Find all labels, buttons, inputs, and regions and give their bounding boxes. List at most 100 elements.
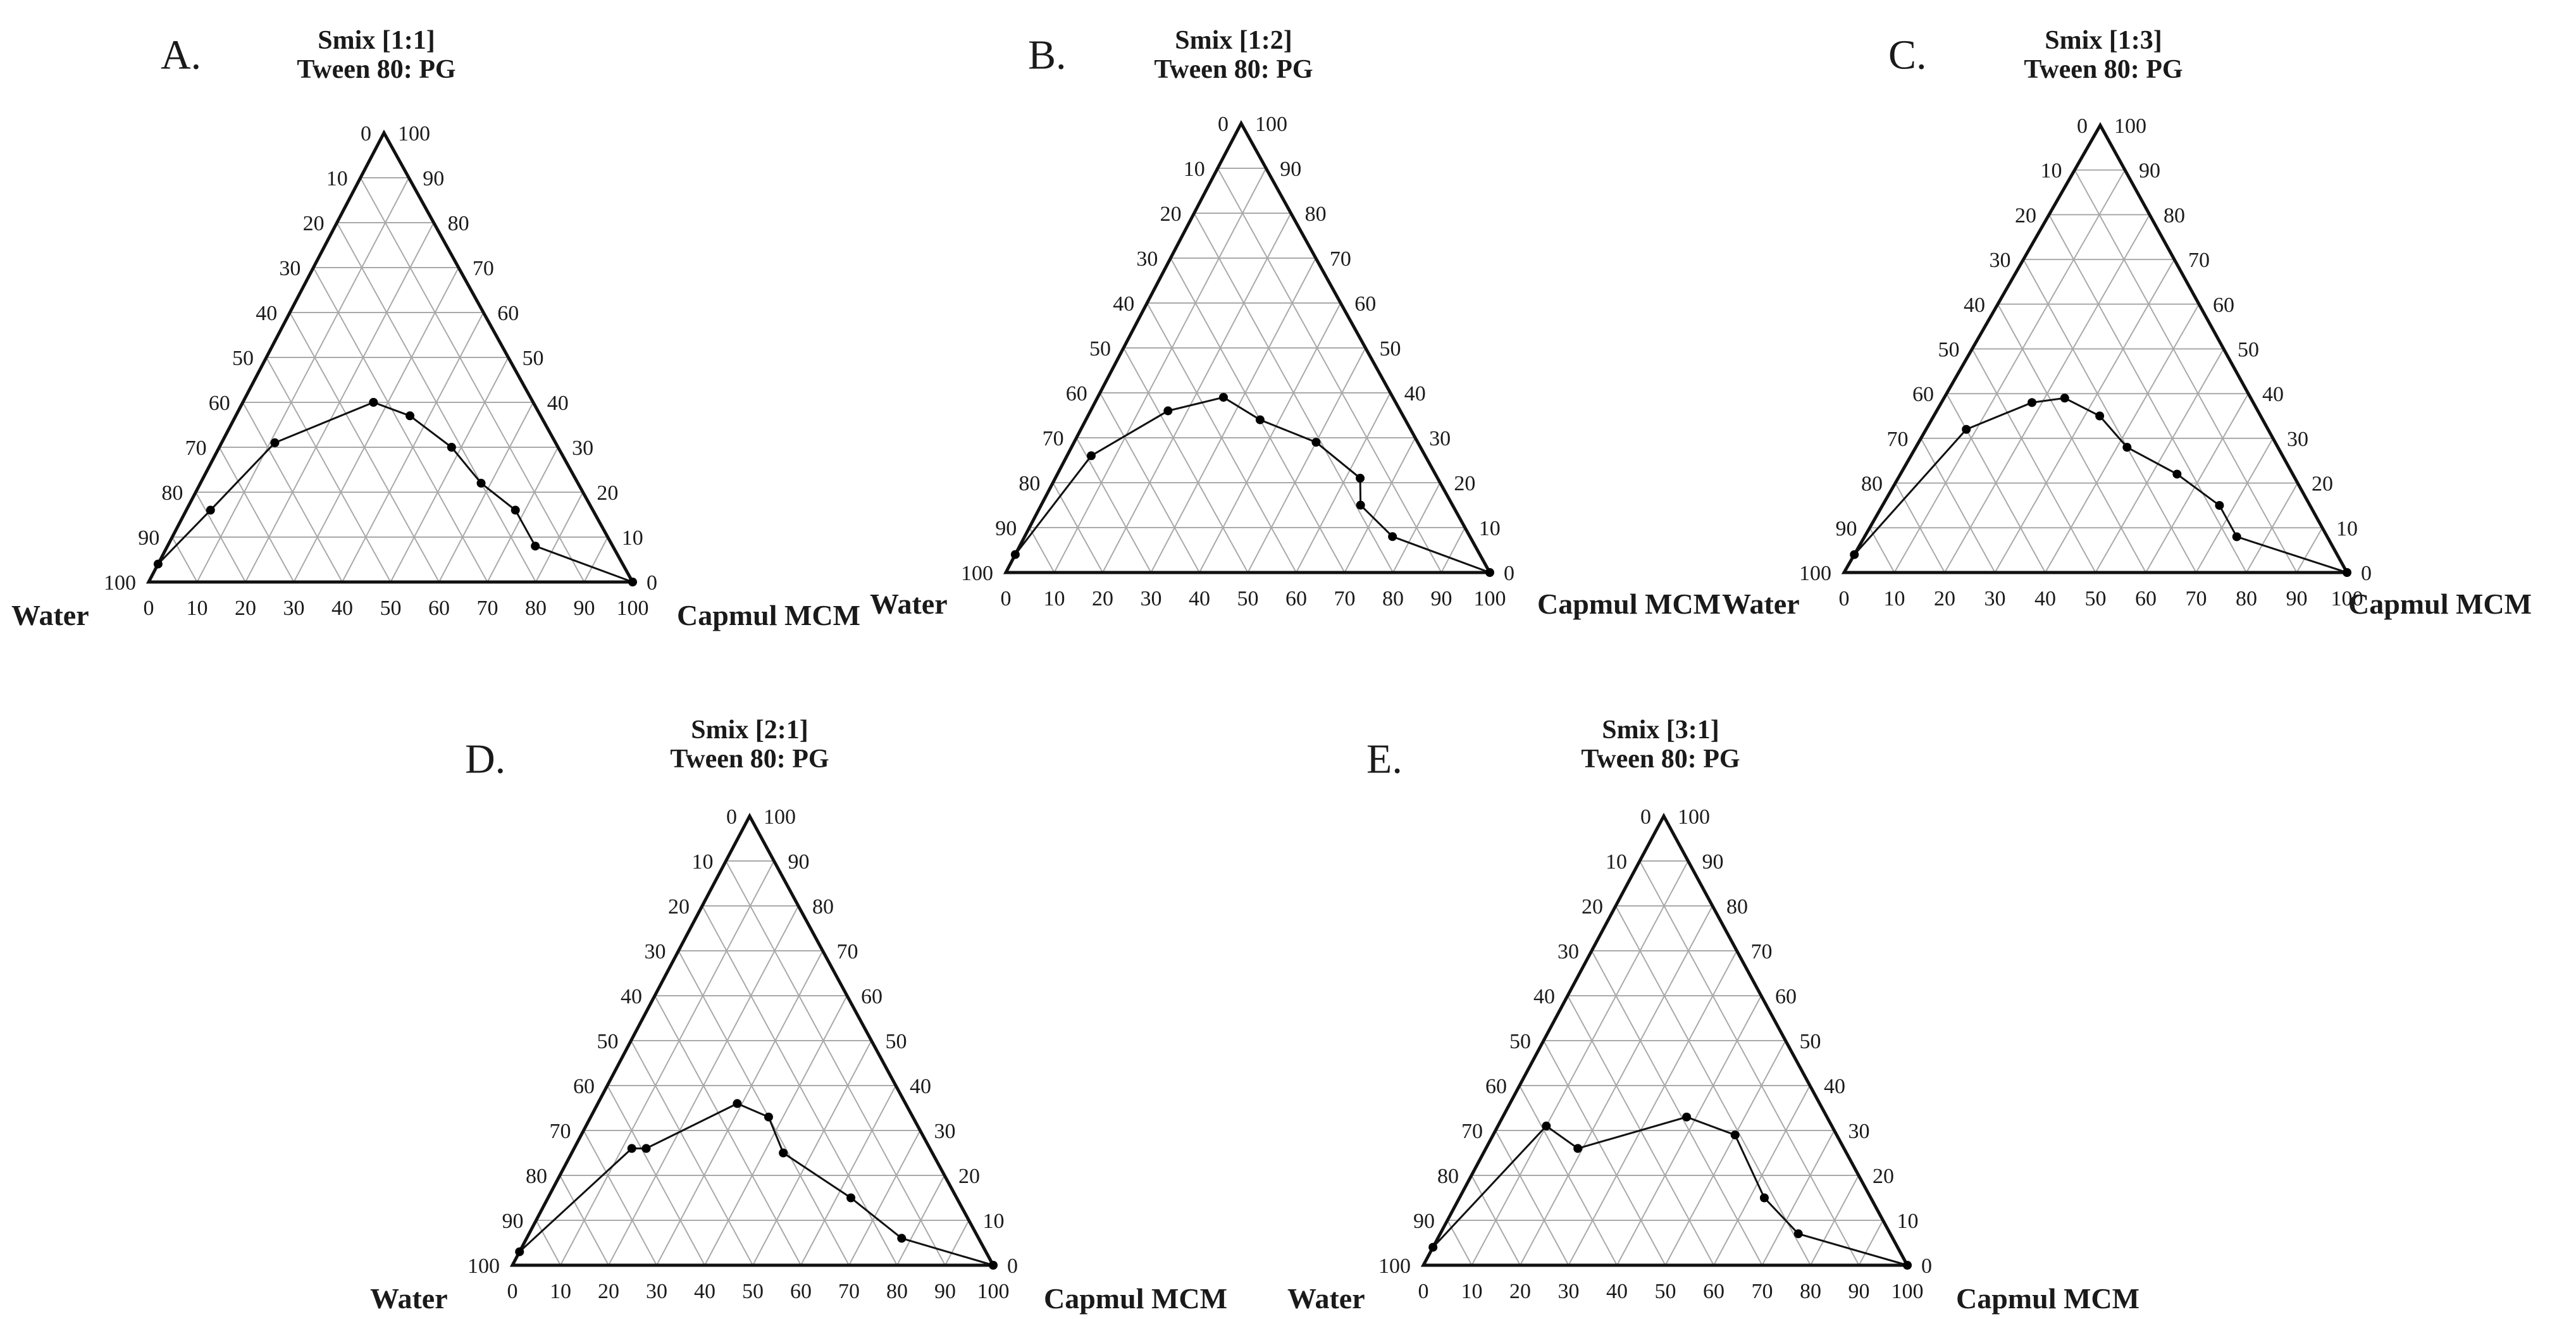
grid-line bbox=[725, 860, 946, 1266]
tick-label-right: 90 bbox=[1702, 850, 1724, 874]
tick-label-right: 0 bbox=[1504, 562, 1514, 585]
tick-label-left: 80 bbox=[161, 481, 183, 505]
grid-line bbox=[535, 1220, 561, 1266]
grid-line bbox=[583, 1130, 657, 1266]
grid-line bbox=[293, 267, 459, 583]
tick-label-bottom: 60 bbox=[1703, 1280, 1725, 1303]
tick-label-left: 70 bbox=[1887, 428, 1909, 451]
tick-label-bottom: 0 bbox=[1418, 1280, 1429, 1303]
tick-label-bottom: 30 bbox=[1141, 587, 1162, 610]
data-point bbox=[515, 1247, 524, 1256]
data-point bbox=[270, 438, 280, 447]
grid-line bbox=[486, 447, 559, 583]
tick-label-left: 30 bbox=[1990, 249, 2011, 272]
tick-label-left: 80 bbox=[526, 1165, 547, 1188]
grid-line bbox=[242, 402, 343, 583]
grid-line bbox=[535, 492, 584, 583]
grid-line bbox=[1217, 168, 1442, 573]
data-point bbox=[641, 1144, 651, 1153]
tick-label-right: 70 bbox=[1751, 940, 1773, 963]
tick-label-right: 10 bbox=[1479, 517, 1501, 540]
tick-label-left: 60 bbox=[209, 392, 230, 415]
tick-label-left: 40 bbox=[1533, 985, 1555, 1008]
tick-label-right: 10 bbox=[1897, 1210, 1919, 1233]
grid-line bbox=[1713, 1085, 1811, 1266]
data-point bbox=[2232, 532, 2241, 542]
data-point bbox=[1428, 1242, 1438, 1252]
tick-label-right: 100 bbox=[2114, 115, 2146, 138]
grid bbox=[1447, 860, 1884, 1266]
data-point bbox=[627, 1144, 636, 1153]
tick-label-right: 50 bbox=[886, 1030, 907, 1053]
tick-label-right: 50 bbox=[2238, 338, 2259, 362]
grid bbox=[535, 860, 970, 1266]
grid-line bbox=[656, 950, 824, 1266]
tick-label-right: 0 bbox=[647, 571, 657, 595]
tick-label-left: 20 bbox=[303, 212, 325, 235]
grid-line bbox=[896, 1175, 945, 1266]
data-point bbox=[2215, 500, 2224, 510]
panel-subtitle: Tween 80: PG bbox=[1154, 55, 1313, 84]
grid-line bbox=[2296, 527, 2323, 573]
tick-label-bottom: 30 bbox=[283, 597, 305, 620]
tick-label-bottom: 90 bbox=[934, 1280, 956, 1303]
data-point bbox=[1730, 1130, 1740, 1140]
tick-label-left: 70 bbox=[1043, 427, 1064, 450]
tick-label-bottom: 70 bbox=[1334, 587, 1356, 610]
data-point bbox=[1485, 568, 1494, 577]
grid-line bbox=[1994, 259, 2175, 573]
tick-label-left: 30 bbox=[645, 940, 666, 963]
grid-line bbox=[1247, 347, 1366, 573]
corner-label-water: Water bbox=[370, 1282, 448, 1315]
data-point bbox=[897, 1234, 907, 1243]
tick-label-bottom: 80 bbox=[1800, 1280, 1821, 1303]
panel-subtitle: Tween 80: PG bbox=[297, 55, 455, 84]
grid-line bbox=[607, 1085, 705, 1266]
grid-line bbox=[266, 357, 392, 583]
tick-label-left: 50 bbox=[1089, 337, 1111, 361]
tick-label-bottom: 40 bbox=[331, 597, 353, 620]
corner-label-water: Water bbox=[1287, 1282, 1365, 1315]
tick-label-left: 0 bbox=[2077, 115, 2088, 138]
tick-label-bottom: 10 bbox=[187, 597, 208, 620]
tick-label-left: 10 bbox=[1606, 850, 1627, 874]
grid-line bbox=[2145, 393, 2249, 573]
tick-label-bottom: 90 bbox=[1848, 1280, 1870, 1303]
data-point bbox=[989, 1261, 998, 1270]
tick-label-bottom: 60 bbox=[428, 597, 450, 620]
data-point bbox=[1962, 424, 1971, 434]
grid-line bbox=[1664, 1040, 1786, 1266]
grid-line bbox=[1029, 527, 1055, 573]
panel-subtitle: Tween 80: PG bbox=[670, 745, 829, 774]
tick-label-left: 20 bbox=[2015, 204, 2036, 227]
grid-line bbox=[1810, 1175, 1859, 1266]
tick-label-left: 40 bbox=[621, 985, 642, 1008]
data-point bbox=[628, 578, 637, 586]
corner-label-oil: Capmul MCM bbox=[1956, 1282, 2139, 1315]
phase-boundary-line bbox=[1432, 1116, 1908, 1266]
tick-label-bottom: 70 bbox=[477, 597, 498, 620]
panel-title: Smix [1:1] bbox=[318, 26, 435, 55]
tick-label-left: 100 bbox=[1378, 1254, 1411, 1278]
grid-line bbox=[630, 1040, 753, 1266]
tick-label-bottom: 20 bbox=[1092, 587, 1113, 610]
grid-line bbox=[560, 860, 775, 1266]
data-point bbox=[476, 478, 486, 488]
panel-title: Smix [2:1] bbox=[691, 715, 808, 745]
tick-label-left: 10 bbox=[1184, 158, 1205, 181]
tick-label-right: 10 bbox=[2336, 517, 2358, 540]
tick-label-right: 30 bbox=[572, 437, 593, 460]
tick-label-left: 50 bbox=[232, 347, 254, 370]
grid-line bbox=[1150, 257, 1316, 573]
data-point bbox=[2343, 568, 2351, 577]
corner-label-oil: Capmul MCM bbox=[677, 599, 860, 631]
data-point bbox=[1903, 1261, 1912, 1270]
tick-label-left: 90 bbox=[1836, 517, 1857, 540]
grid-line bbox=[438, 402, 534, 583]
tick-label-bottom: 80 bbox=[886, 1280, 908, 1303]
grid-line bbox=[1639, 860, 1860, 1266]
tick-label-right: 10 bbox=[622, 526, 643, 550]
tick-label-left: 80 bbox=[1861, 473, 1883, 496]
